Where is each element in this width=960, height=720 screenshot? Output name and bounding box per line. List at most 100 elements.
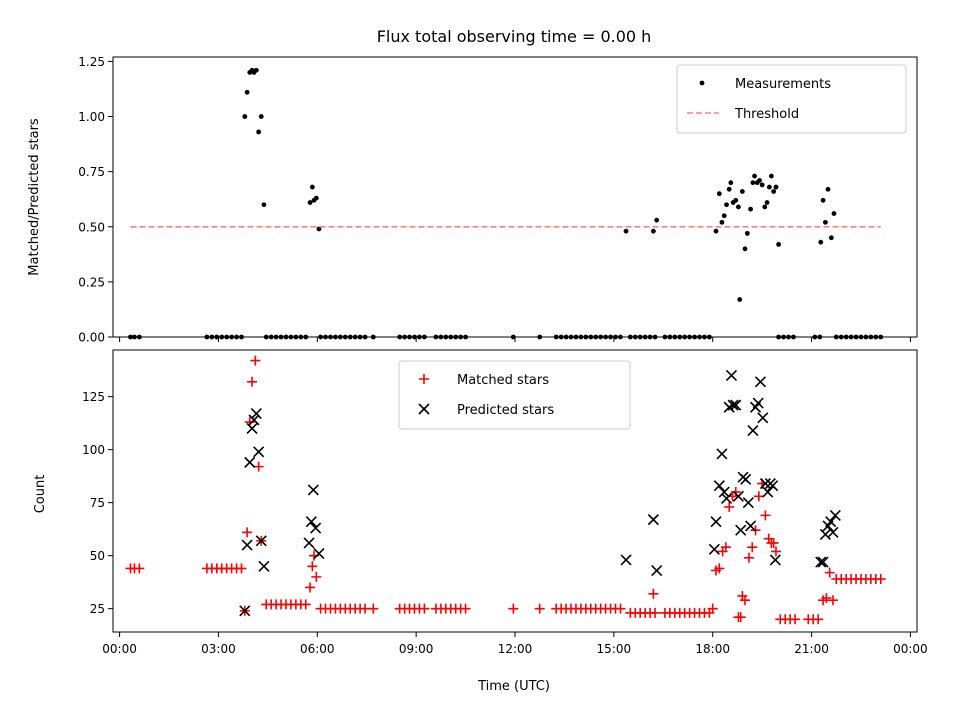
- bottom-panel: 00:00 03:00 06:00 09:00 12:00 15:00 18:00 21:00…: [82, 349, 928, 656]
- matched-star-point: [743, 552, 754, 563]
- matched-star-point: [724, 501, 735, 512]
- x-tick-label: 18:00: [695, 642, 730, 656]
- measurement-point: [256, 129, 262, 135]
- predicted-star-point: [815, 556, 827, 568]
- predicted-star-point: [248, 414, 260, 426]
- predicted-star-point: [307, 484, 319, 496]
- matched-star-point: [720, 542, 731, 553]
- measurement-point: [654, 217, 660, 223]
- y-tick-label: 0.25: [78, 275, 105, 289]
- measurement-point: [773, 184, 779, 190]
- matched-star-point: [648, 588, 659, 599]
- legend-box: [398, 360, 631, 430]
- y-tick-label: 1.25: [78, 55, 105, 69]
- measurement-point: [726, 186, 732, 192]
- predicted-star-point: [752, 397, 764, 409]
- matched-star-point: [311, 571, 322, 582]
- predicted-star-point: [239, 605, 251, 617]
- measurement-point: [737, 297, 743, 302]
- matched-star-point: [242, 527, 253, 538]
- matched-star-point: [739, 595, 750, 606]
- predicted-star-point: [827, 526, 839, 538]
- matched-star-point: [875, 573, 886, 584]
- x-tick-label: 03:00: [201, 642, 236, 656]
- predicted-star-point: [825, 516, 837, 528]
- y-tick-label: 1.00: [78, 110, 105, 124]
- x-tick-label: 21:00: [794, 642, 829, 656]
- matched-star-point: [236, 563, 247, 574]
- predicted-star-point: [727, 399, 739, 411]
- measurement-point: [736, 204, 741, 210]
- predicted-star-point: [255, 535, 267, 547]
- matched-star-point: [247, 376, 258, 387]
- predicted-star-point: [250, 408, 262, 420]
- predicted-star-point: [747, 425, 759, 437]
- predicted-star-point: [647, 514, 659, 526]
- matched-star-point: [735, 612, 746, 623]
- measurement-point: [822, 219, 828, 225]
- predicted-star-point: [759, 478, 771, 490]
- predicted-star-point: [762, 486, 774, 498]
- x-tick-label: 09:00: [399, 642, 434, 656]
- measurement-point: [748, 206, 753, 212]
- legend-matched-marker: [419, 374, 429, 384]
- top-y-axis-label: Matched/Predicted stars: [27, 118, 42, 276]
- x-tick-label: 06:00: [300, 642, 335, 656]
- predicted-star-point: [735, 524, 747, 536]
- measurement-point: [757, 178, 762, 183]
- predicted-star-point: [817, 556, 829, 568]
- measurement-point: [733, 197, 739, 203]
- matched-star-point: [134, 563, 145, 574]
- measurement-point: [713, 228, 719, 234]
- measurement-point: [818, 239, 824, 245]
- legend-entry-label: Measurements: [735, 77, 831, 92]
- matched-star-point: [770, 546, 781, 557]
- predicted-star-point: [241, 539, 253, 551]
- matched-star-point: [460, 603, 471, 614]
- y-tick-label: 50: [90, 549, 105, 563]
- matched-star-point: [307, 561, 318, 572]
- matched-star-point: [824, 567, 835, 578]
- predicted-star-point: [819, 528, 831, 541]
- matched-star-point: [368, 603, 379, 614]
- predicted-star-point: [732, 490, 744, 502]
- predicted-star-point: [769, 554, 781, 566]
- predicted-star-point: [253, 446, 265, 458]
- measurement-point: [828, 235, 834, 241]
- chart-title: Flux total observing time = 0.00 h: [377, 27, 652, 46]
- y-tick-label: 25: [90, 602, 105, 616]
- measurement-point: [752, 173, 757, 179]
- matched-star-point: [707, 603, 718, 614]
- matched-star-point: [650, 607, 661, 618]
- measurement-point: [253, 67, 259, 73]
- predicted-star-point: [716, 448, 728, 460]
- measurement-point: [825, 186, 831, 192]
- measurement-point: [764, 200, 770, 205]
- plot-frame: [112, 56, 918, 338]
- measurement-point: [721, 213, 727, 219]
- legend-predicted-marker: [418, 403, 430, 415]
- y-tick-label: 100: [82, 443, 105, 457]
- measurement-point: [719, 219, 725, 225]
- predicted-star-point: [718, 486, 730, 498]
- y-tick-label: 0.50: [78, 220, 105, 234]
- predicted-star-point: [313, 547, 325, 560]
- predicted-star-point: [740, 473, 752, 485]
- x-tick-label: 00:00: [102, 642, 137, 656]
- predicted-star-point: [829, 509, 841, 521]
- matched-star-point: [300, 599, 311, 610]
- matched-star-point: [753, 491, 764, 502]
- x-tick-label: 12:00: [498, 642, 533, 656]
- matched-star-point: [615, 603, 626, 614]
- plot-frame: [112, 349, 918, 633]
- x-axis-label: Time (UTC): [477, 679, 550, 694]
- predicted-star-point: [310, 522, 322, 534]
- predicted-star-point: [246, 422, 258, 435]
- y-tick-label: 0.00: [78, 331, 105, 345]
- matched-star-point: [760, 510, 771, 521]
- predicted-star-point: [303, 537, 315, 549]
- measurement-point: [831, 211, 837, 216]
- matched-star-point: [253, 461, 264, 472]
- matched-star-point: [730, 487, 741, 498]
